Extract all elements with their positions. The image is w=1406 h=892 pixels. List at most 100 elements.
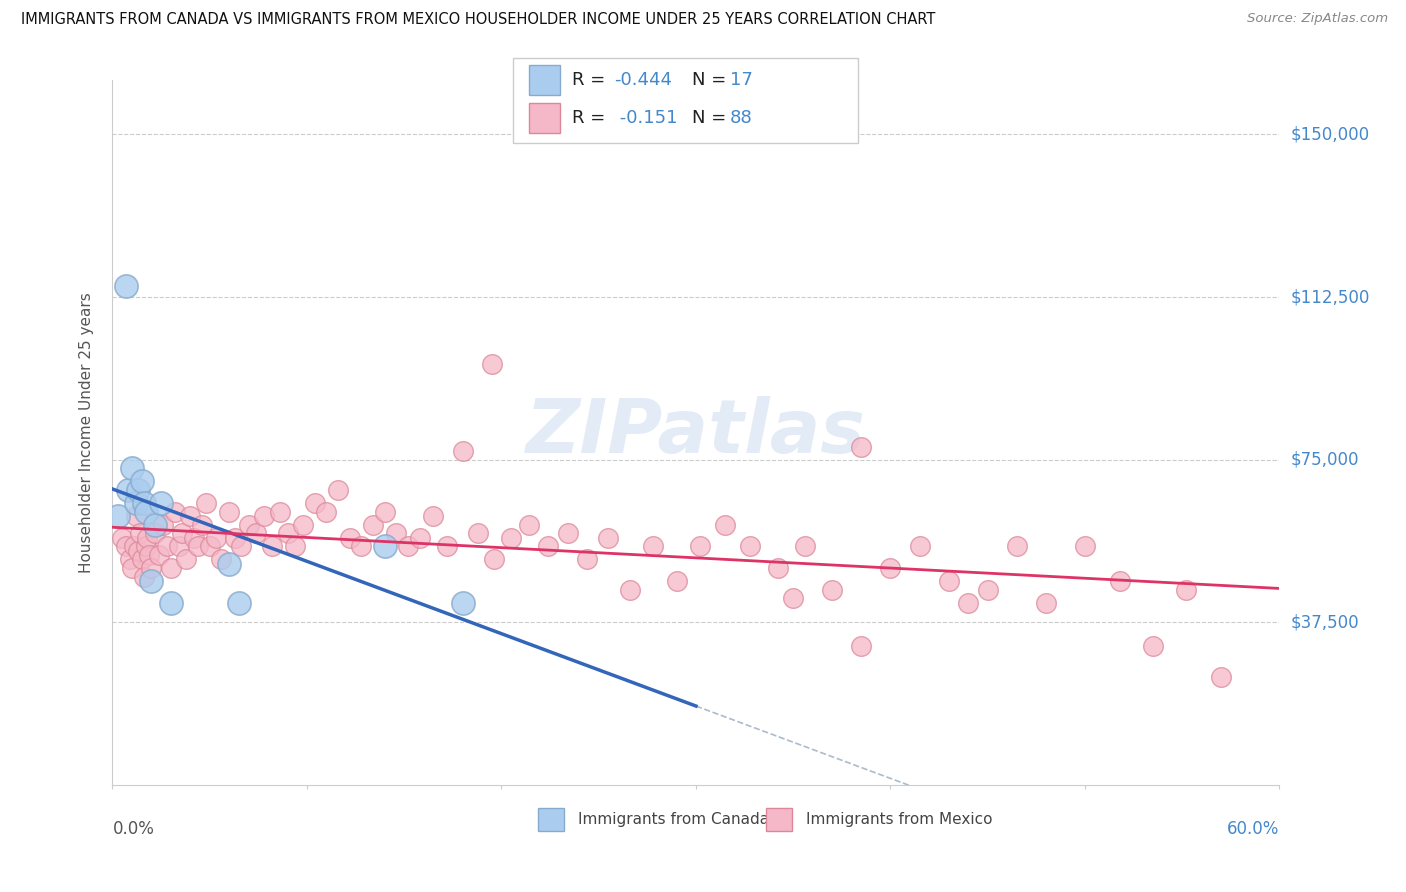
Point [150, 496, 173, 510]
Point [143, 517, 166, 532]
Point [194, 496, 217, 510]
Point [1074, 540, 1097, 554]
Point [361, 517, 384, 532]
Point [198, 540, 221, 554]
Point [409, 531, 432, 545]
Text: $37,500: $37,500 [1291, 614, 1360, 632]
Point [517, 517, 540, 532]
Point [851, 440, 873, 454]
Point [879, 561, 901, 575]
Point [136, 531, 159, 545]
Point [209, 552, 232, 566]
Point [385, 526, 408, 541]
Point [121, 561, 143, 575]
Point [135, 505, 157, 519]
Point [160, 596, 183, 610]
Text: -0.151: -0.151 [614, 109, 678, 127]
Text: $112,500: $112,500 [1291, 288, 1369, 306]
Text: N =: N = [692, 109, 731, 127]
Point [204, 531, 226, 545]
Point [148, 548, 170, 562]
Point [245, 526, 267, 541]
Point [111, 531, 134, 545]
Point [619, 582, 641, 597]
Point [482, 552, 505, 566]
Text: Immigrants from Canada: Immigrants from Canada [578, 812, 769, 827]
Point [1142, 639, 1164, 653]
Point [451, 596, 474, 610]
Point [339, 531, 361, 545]
Point [191, 517, 214, 532]
Point [253, 509, 276, 524]
Point [938, 574, 960, 589]
Point [557, 526, 579, 541]
Point [127, 483, 149, 497]
Bar [538, 808, 564, 830]
Point [128, 526, 150, 541]
Point [1005, 540, 1028, 554]
Point [132, 570, 155, 584]
Point [976, 582, 998, 597]
Point [396, 540, 419, 554]
Point [179, 509, 201, 524]
Point [115, 540, 138, 554]
Point [374, 505, 396, 519]
Point [537, 540, 560, 554]
Text: -0.444: -0.444 [614, 71, 672, 89]
Point [576, 552, 599, 566]
Point [160, 561, 183, 575]
Point [766, 561, 789, 575]
Point [238, 517, 260, 532]
Point [481, 357, 503, 371]
Point [121, 461, 143, 475]
Point [350, 540, 373, 554]
Text: 60.0%: 60.0% [1227, 821, 1279, 838]
Point [689, 540, 711, 554]
Point [117, 483, 139, 497]
Text: IMMIGRANTS FROM CANADA VS IMMIGRANTS FROM MEXICO HOUSEHOLDER INCOME UNDER 25 YEA: IMMIGRANTS FROM CANADA VS IMMIGRANTS FRO… [21, 12, 935, 27]
Text: ZIPatlas: ZIPatlas [526, 396, 866, 469]
Point [107, 509, 129, 524]
Point [326, 483, 349, 497]
Point [714, 517, 737, 532]
Text: R =: R = [572, 109, 612, 127]
Point [131, 475, 153, 489]
Point [228, 596, 250, 610]
Point [224, 531, 246, 545]
Point [187, 540, 209, 554]
Point [127, 543, 149, 558]
Point [957, 596, 980, 610]
Point [292, 517, 315, 532]
Text: R =: R = [572, 71, 612, 89]
Point [152, 517, 174, 532]
Text: Immigrants from Mexico: Immigrants from Mexico [806, 812, 993, 827]
Point [125, 496, 148, 510]
Point [118, 552, 141, 566]
Text: 17: 17 [730, 71, 752, 89]
Point [304, 496, 326, 510]
Point [467, 526, 489, 541]
Text: 0.0%: 0.0% [112, 821, 155, 838]
Point [138, 548, 160, 562]
Point [135, 540, 157, 554]
Point [131, 552, 153, 566]
Text: $75,000: $75,000 [1291, 450, 1360, 468]
Point [1175, 582, 1198, 597]
Point [176, 552, 198, 566]
Point [740, 540, 762, 554]
Point [501, 531, 523, 545]
Point [172, 526, 194, 541]
Point [436, 540, 458, 554]
Point [1109, 574, 1132, 589]
Point [167, 540, 190, 554]
Point [1209, 669, 1232, 683]
Point [218, 557, 240, 571]
Point [643, 540, 665, 554]
Point [793, 540, 815, 554]
Point [821, 582, 844, 597]
Y-axis label: Householder Income Under 25 years: Householder Income Under 25 years [79, 293, 94, 573]
Point [115, 279, 138, 293]
Point [125, 509, 148, 524]
Text: 88: 88 [730, 109, 752, 127]
Point [422, 509, 444, 524]
